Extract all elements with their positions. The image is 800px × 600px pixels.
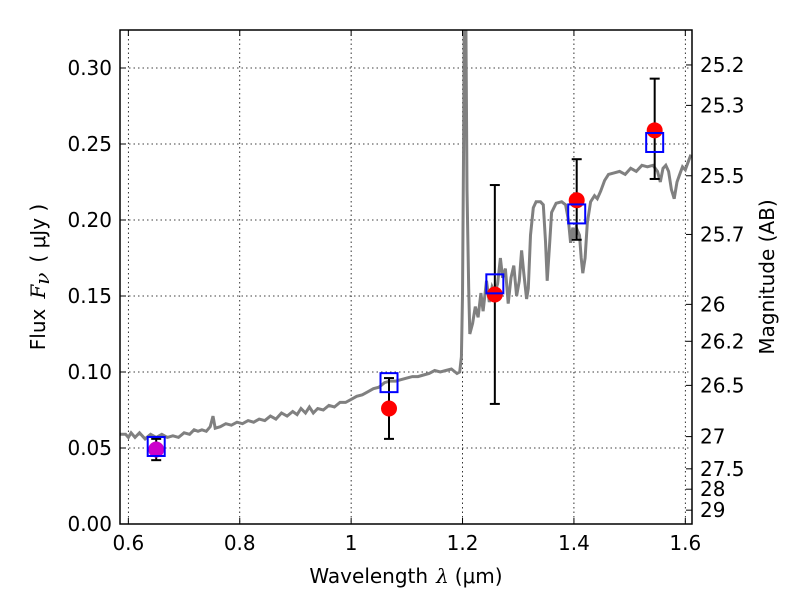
observed-point [646, 122, 663, 139]
y2-tick-label: 28 [700, 477, 725, 501]
y2-tick-label: 27.5 [700, 457, 745, 481]
y2-tick-label: 25.7 [700, 222, 745, 246]
observed-point [148, 441, 165, 458]
model-point [146, 435, 166, 457]
model-point [485, 273, 505, 295]
y-tick-label: 0.30 [67, 56, 112, 80]
y-tick-label: 0.05 [67, 436, 112, 460]
y-axis-label: Flux Fν ( μJy ) [26, 204, 54, 350]
y2-tick-label: 25.5 [700, 164, 745, 188]
x-tick-label: 1.2 [447, 531, 479, 555]
observed-point [486, 286, 503, 303]
y-tick-label: 0.20 [67, 208, 112, 232]
y2-tick-label: 27 [700, 425, 725, 449]
y2-tick-label: 29 [700, 498, 725, 522]
y2-tick-label: 26.2 [700, 329, 745, 353]
model-point [379, 372, 399, 394]
y-tick-label: 0.00 [67, 512, 112, 536]
y-tick-label: 0.25 [67, 132, 112, 156]
model-point [645, 131, 665, 153]
x-axis-label-unit: (μm) [455, 564, 503, 588]
model-spectrum-line [120, 30, 692, 441]
plot-area [120, 30, 692, 462]
x-axis-label: Wavelength λ (μm) [309, 564, 502, 588]
model-point [567, 203, 587, 225]
observed-point [381, 400, 398, 417]
x-axis-label-symbol: λ [435, 564, 449, 588]
axis-ticks: 0.6 0.8 1 1.2 1.4 1.6 0.00 0.05 0.10 0.15 0.20 0.25… [67, 30, 745, 555]
y-tick-label: 0.15 [67, 284, 112, 308]
y-axis-label-subscript: ν [30, 273, 54, 285]
y2-tick-label: 25.2 [700, 53, 745, 77]
x-axis-label-prefix: Wavelength [309, 564, 428, 588]
observed-point [568, 192, 585, 209]
y2-tick-label: 26 [700, 292, 725, 316]
y2-tick-label: 26.5 [700, 373, 745, 397]
x-tick-label: 0.8 [224, 531, 256, 555]
y-axis-label-unit: ( μJy ) [26, 204, 50, 263]
y-axis-label-prefix: Flux [26, 308, 50, 350]
y2-tick-label: 25.3 [700, 93, 745, 117]
model-points [146, 131, 665, 457]
x-tick-label: 1 [345, 531, 358, 555]
y-tick-label: 0.10 [67, 360, 112, 384]
plot-frame [119, 29, 693, 525]
x-tick-label: 1.4 [558, 531, 590, 555]
y2-axis-label: Magnitude (AB) [755, 199, 779, 354]
y-axis-label-symbol: F [26, 284, 50, 300]
x-tick-label: 0.6 [112, 531, 144, 555]
x-tick-label: 1.6 [669, 531, 701, 555]
